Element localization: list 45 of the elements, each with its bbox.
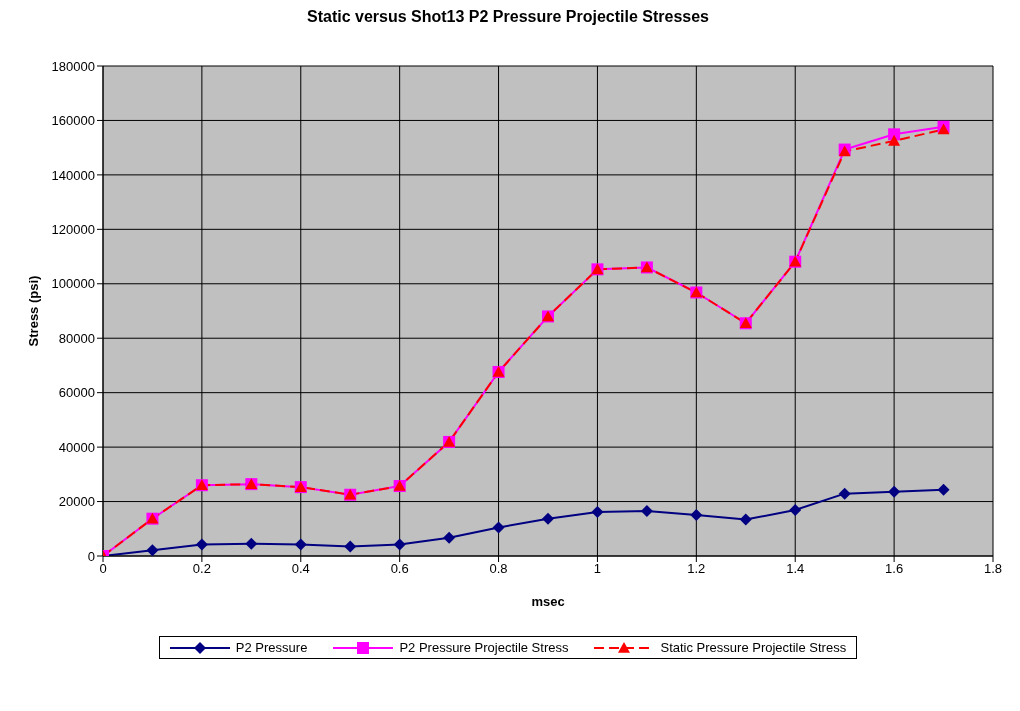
y-tick-label: 100000 [51, 276, 95, 292]
legend-label: P2 Pressure Projectile Stress [399, 640, 569, 655]
x-tick-label: 0.6 [390, 561, 409, 577]
legend-label: P2 Pressure [235, 640, 308, 655]
y-tick-label: 20000 [58, 494, 95, 510]
point [443, 531, 456, 544]
x-axis-title: msec [531, 594, 565, 609]
point [195, 538, 208, 551]
x-tick-label: 1 [593, 561, 602, 577]
point [146, 544, 159, 556]
y-tick-label: 160000 [51, 113, 95, 129]
point [344, 540, 357, 553]
point [739, 513, 752, 526]
point [888, 485, 901, 498]
point [838, 487, 851, 500]
point [294, 538, 307, 551]
point [690, 508, 703, 521]
point [393, 538, 406, 551]
point [640, 505, 653, 518]
point [492, 521, 505, 534]
legend-label: Static Pressure Projectile Stress [660, 640, 847, 655]
x-tick-label: 0.8 [489, 561, 508, 577]
x-tick-label: 1.8 [983, 561, 1003, 577]
y-tick-label: 140000 [51, 167, 95, 183]
y-tick-label: 60000 [58, 385, 95, 401]
y-tick-label: 40000 [58, 439, 95, 455]
point [542, 512, 554, 525]
point [245, 537, 258, 550]
chart-title: Static versus Shot13 P2 Pressure Projectile Stresses [306, 8, 710, 26]
x-tick-label: 1.6 [885, 561, 904, 577]
point [888, 128, 901, 141]
x-tick-label: 0.4 [291, 561, 310, 577]
y-tick-label: 180000 [51, 58, 95, 74]
x-tick-label: 0.2 [192, 561, 211, 577]
y-tick-label: 0 [87, 548, 95, 564]
y-tick-label: 120000 [51, 221, 95, 237]
point [937, 483, 950, 496]
point [888, 134, 901, 146]
x-tick-label: 0 [99, 561, 107, 577]
x-tick-label: 1.4 [786, 561, 805, 577]
y-tick-label: 80000 [58, 330, 95, 346]
point [789, 503, 802, 516]
point [591, 505, 604, 518]
y-axis-title: Stress (psi) [25, 275, 41, 347]
x-tick-label: 1.2 [687, 561, 706, 577]
